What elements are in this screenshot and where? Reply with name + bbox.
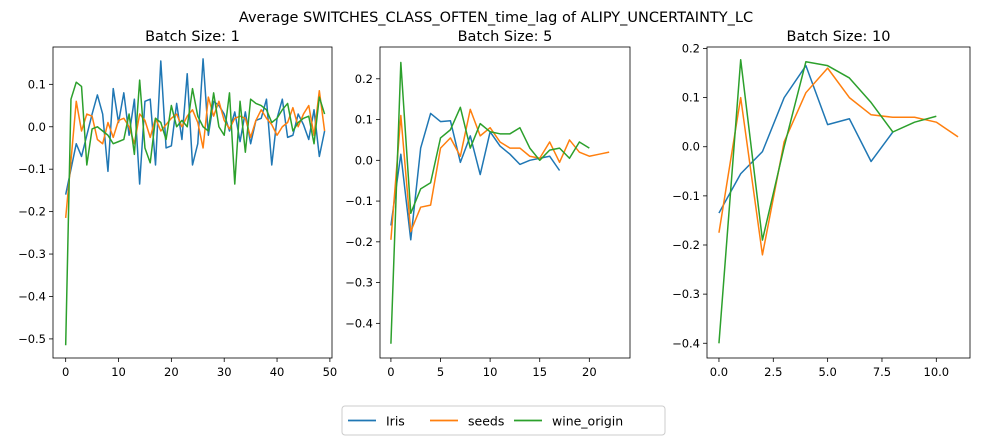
y-tick-label: 0.1: [28, 77, 46, 91]
y-tick-label: −0.1: [345, 194, 373, 208]
y-tick-label: −0.1: [672, 189, 700, 203]
x-tick-label: 30: [217, 365, 232, 379]
y-tick-label: −0.1: [18, 162, 46, 176]
y-tick-label: 0.0: [355, 153, 373, 167]
x-tick-label: 10: [111, 365, 126, 379]
x-tick-label: 2.5: [764, 365, 782, 379]
axes-frame: [52, 46, 333, 359]
axes-frame: [706, 46, 971, 359]
subplot-title: Batch Size: 10: [787, 29, 891, 45]
x-tick-label: 5: [437, 365, 444, 379]
series-line-Iris: [718, 64, 894, 214]
x-tick-label: 7.5: [873, 365, 891, 379]
x-tick-label: 15: [532, 365, 547, 379]
y-tick-label: −0.4: [345, 316, 373, 330]
y-tick-label: −0.3: [18, 247, 46, 261]
legend-box: [341, 405, 666, 436]
legend: Iris seeds wine_origin: [341, 405, 666, 436]
subplot-title: Batch Size: 5: [458, 29, 553, 45]
series-line-seeds: [718, 67, 959, 256]
y-tick-label: −0.2: [345, 235, 373, 249]
x-tick-label: 20: [164, 365, 179, 379]
x-tick-label: 40: [270, 365, 285, 379]
x-tick-label: 5.0: [818, 365, 836, 379]
y-tick-label: −0.5: [18, 332, 46, 346]
axes-frame: [379, 46, 631, 359]
x-tick-label: 0: [387, 365, 394, 379]
x-tick-label: 0: [62, 365, 69, 379]
series-line-seeds: [390, 108, 610, 240]
y-tick-label: 0.2: [355, 72, 373, 86]
y-tick-label: 0.1: [682, 91, 700, 105]
series-line-wine_origin: [718, 59, 937, 344]
y-tick-label: −0.3: [345, 276, 373, 290]
y-tick-label: 0.0: [28, 120, 46, 134]
x-tick-label: 50: [323, 365, 338, 379]
y-tick-label: −0.2: [672, 238, 700, 252]
series-line-wine_origin: [64, 79, 326, 346]
figure-title: Average SWITCHES_CLASS_OFTEN_time_lag of…: [239, 10, 753, 26]
series-line-Iris: [64, 58, 326, 195]
x-tick-label: 10.0: [924, 365, 950, 379]
x-tick-label: 10: [483, 365, 498, 379]
y-tick-label: −0.4: [18, 289, 46, 303]
series-line-Iris: [390, 112, 561, 241]
subplot-2: Batch Size: 5 0 5 10 15 20 −0.4 −0.3 −0.2 −0.1 0.0…: [345, 29, 631, 379]
legend-label: wine_origin: [552, 414, 623, 429]
y-tick-label: −0.3: [672, 287, 700, 301]
subplot-1: Batch Size: 1 0 10 20 30 40 50 −0.5 −0.4 −0.3 −0.2…: [18, 29, 337, 379]
legend-label: Iris: [386, 414, 405, 429]
y-tick-label: 0.2: [682, 41, 700, 55]
x-tick-label: 20: [582, 365, 597, 379]
y-tick-label: −0.4: [672, 336, 700, 350]
series-line-seeds: [64, 89, 326, 219]
y-tick-label: 0.0: [682, 140, 700, 154]
subplot-title: Batch Size: 1: [145, 29, 240, 45]
x-tick-label: 0.0: [710, 365, 728, 379]
y-tick-label: −0.2: [18, 205, 46, 219]
legend-label: seeds: [468, 414, 504, 429]
series-line-wine_origin: [390, 61, 590, 344]
y-tick-label: 0.1: [355, 113, 373, 127]
subplot-3: Batch Size: 10 0.0 2.5 5.0 7.5 10.0 −0.4 −0.3 −0…: [672, 29, 971, 379]
